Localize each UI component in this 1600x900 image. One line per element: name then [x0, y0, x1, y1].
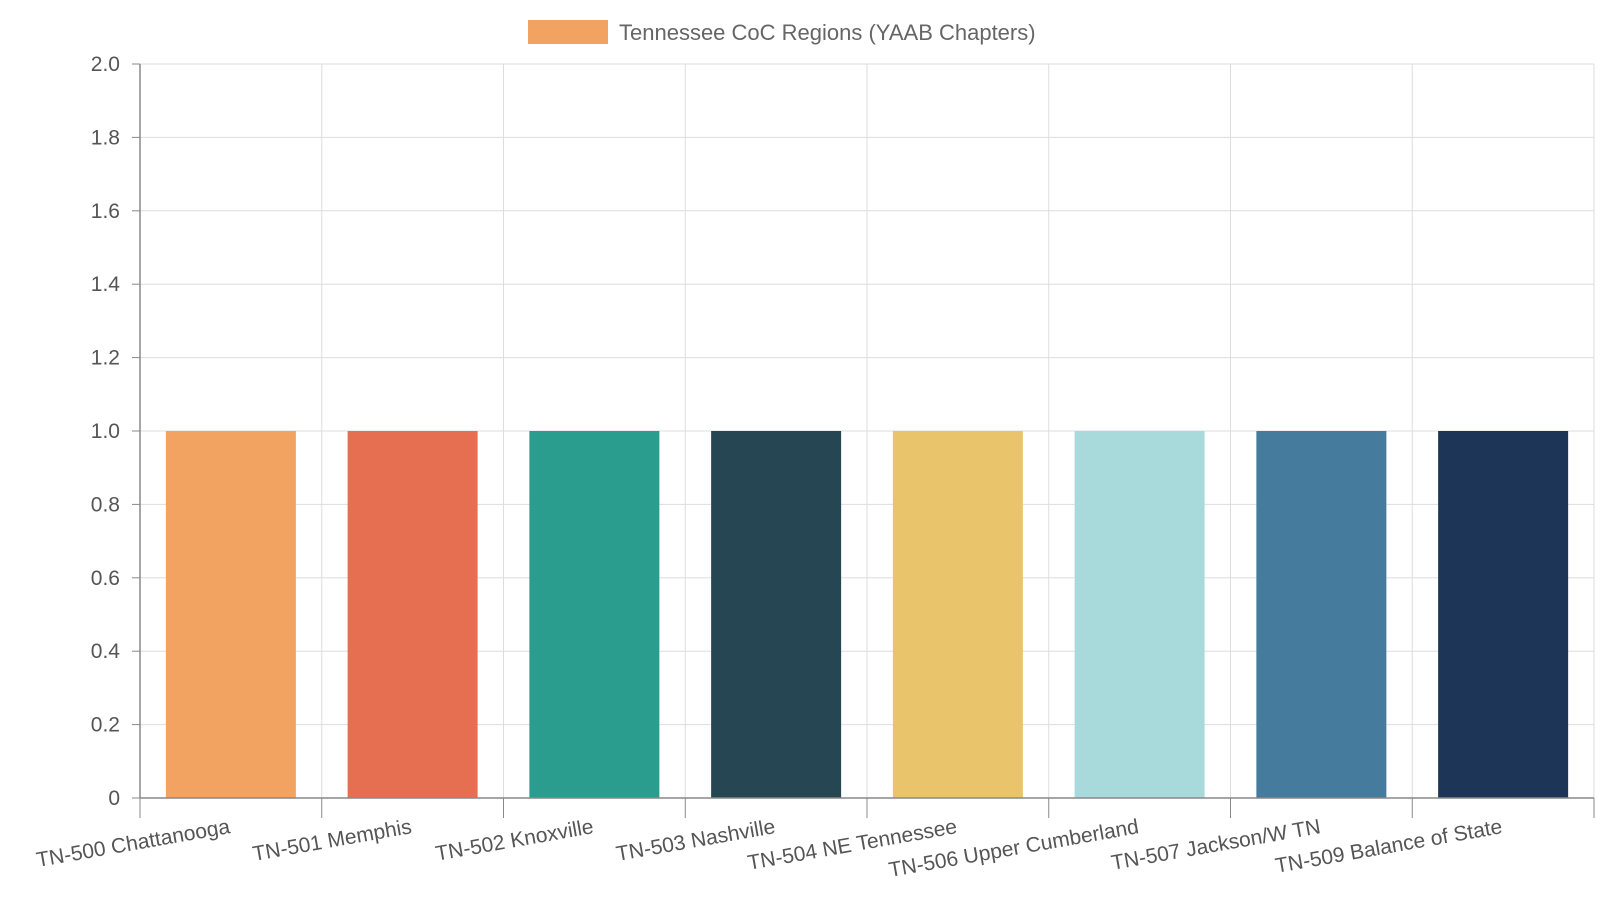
- legend[interactable]: Tennessee CoC Regions (YAAB Chapters): [528, 20, 1036, 45]
- legend-swatch: [528, 20, 608, 44]
- axes: [132, 63, 1595, 818]
- bar-7[interactable]: [1256, 431, 1387, 798]
- bar-2[interactable]: [347, 431, 478, 798]
- y-tick-label: 0.6: [91, 567, 120, 590]
- y-tick-label: 1.8: [91, 126, 120, 149]
- bar-4[interactable]: [711, 431, 842, 798]
- x-tick-label: TN-501 Memphis: [251, 815, 414, 866]
- y-tick-label: 0: [108, 787, 120, 810]
- y-tick-label: 1.2: [91, 347, 120, 370]
- y-tick-label: 1.4: [91, 273, 121, 296]
- bar-8[interactable]: [1438, 431, 1569, 798]
- y-tick-label: 0.8: [91, 493, 120, 516]
- y-tick-label: 1.0: [91, 420, 120, 443]
- y-tick-label: 1.6: [91, 200, 120, 223]
- y-tick-label: 0.2: [91, 714, 120, 737]
- y-axis-tick-labels: 0 0.2 0.4 0.6 0.8 1.0 1.2 1.4 1.6 1.8 2.0: [91, 53, 121, 810]
- y-tick-label: 0.4: [91, 640, 121, 663]
- bar-3[interactable]: [529, 431, 660, 798]
- y-tick-label: 2.0: [91, 53, 120, 76]
- bar-1[interactable]: [165, 431, 296, 798]
- x-axis-tick-labels: TN-500 Chattanooga TN-501 Memphis TN-502 K…: [35, 815, 1504, 882]
- bar-6[interactable]: [1074, 431, 1205, 798]
- x-tick-label: TN-502 Knoxville: [434, 815, 595, 865]
- legend-label: Tennessee CoC Regions (YAAB Chapters): [619, 20, 1036, 45]
- bars: [165, 431, 1569, 798]
- bar-5[interactable]: [892, 431, 1023, 798]
- x-tick-label: TN-500 Chattanooga: [35, 815, 232, 872]
